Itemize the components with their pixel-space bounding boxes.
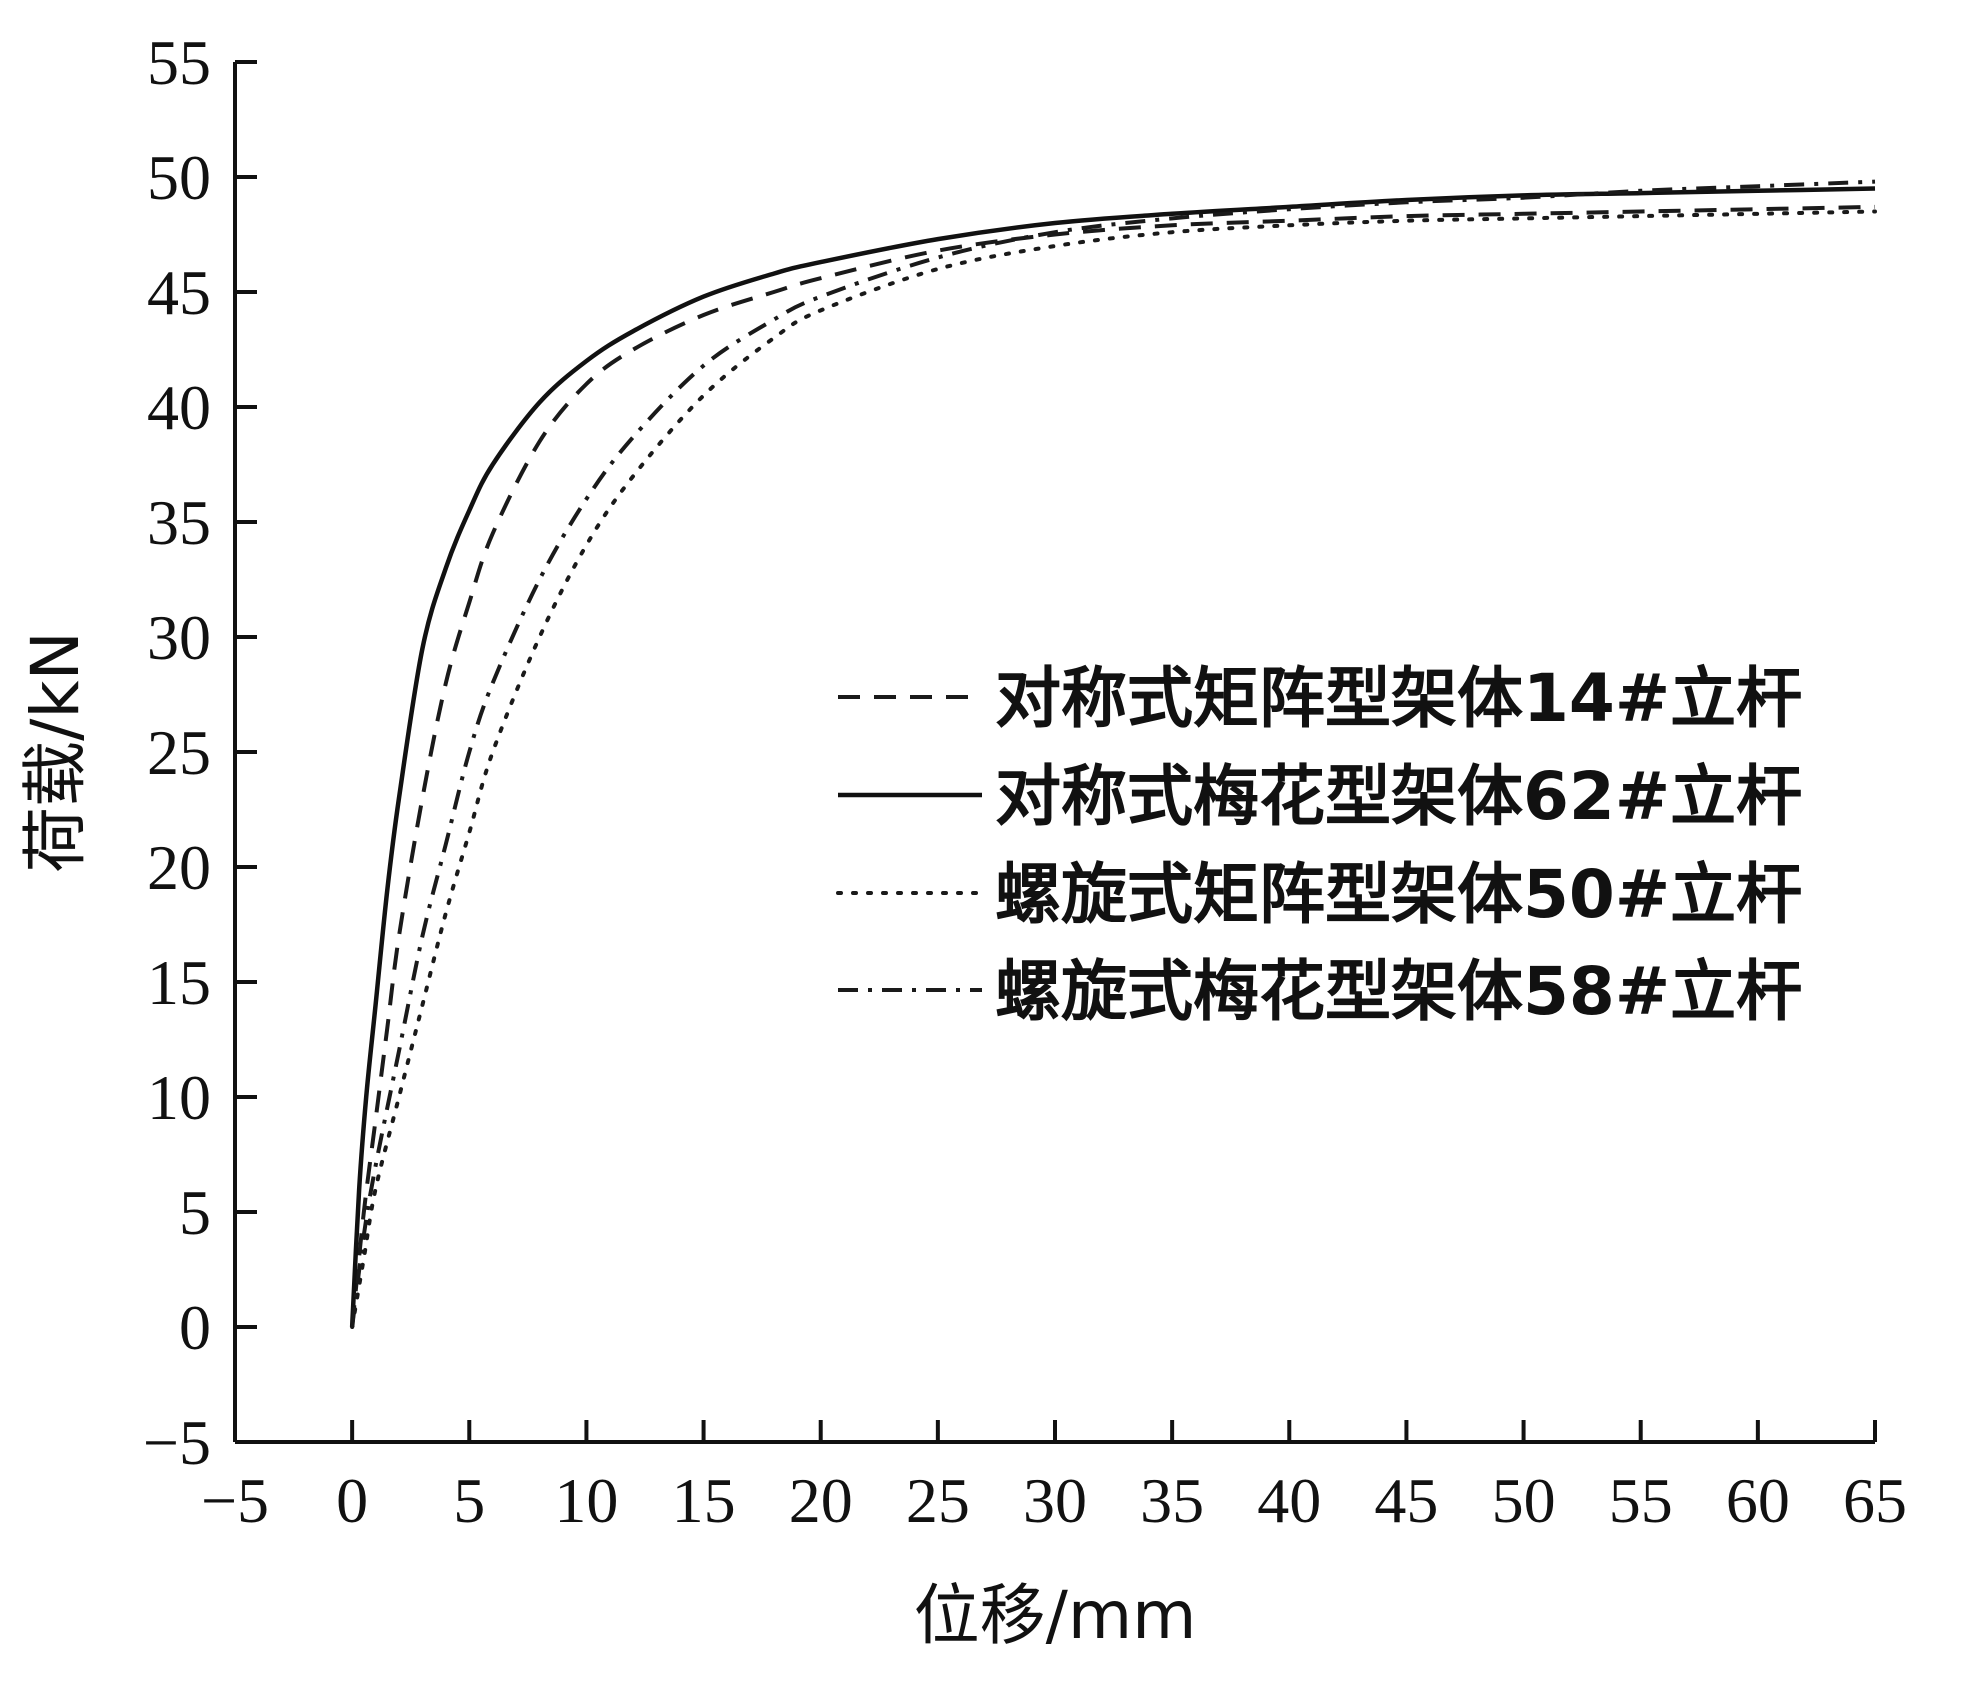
y-tick-label: 45 [147, 257, 211, 328]
legend: 对称式矩阵型架体14#立杆对称式梅花型架体62#立杆螺旋式矩阵型架体50#立杆螺… [836, 660, 1802, 1030]
y-tick-label: 10 [147, 1062, 211, 1133]
x-tick-label: 35 [1140, 1465, 1204, 1536]
x-tick-label: 5 [453, 1465, 485, 1536]
x-tick-label: 25 [906, 1465, 970, 1536]
y-tick-label: 40 [147, 372, 211, 443]
y-tick-label: 50 [147, 142, 211, 213]
x-tick-label: −5 [201, 1465, 269, 1536]
x-tick-label: 40 [1257, 1465, 1321, 1536]
y-tick-label: 30 [147, 602, 211, 673]
series-line-1 [350, 204, 1876, 1328]
legend-label-2: 对称式梅花型架体62#立杆 [995, 758, 1802, 835]
legend-label-3: 螺旋式矩阵型架体50#立杆 [995, 856, 1802, 933]
x-tick-label: 30 [1023, 1465, 1087, 1536]
y-tick-label: 0 [179, 1292, 211, 1363]
series-line-4 [350, 179, 1876, 1328]
y-axis-title: 荷载/kN [17, 631, 94, 873]
x-tick-label: 55 [1609, 1465, 1673, 1536]
x-tick-label: 65 [1843, 1465, 1907, 1536]
x-tick-label: 50 [1492, 1465, 1556, 1536]
series-line-2 [349, 186, 1876, 1328]
x-tick-label: 20 [789, 1465, 853, 1536]
y-tick-label: 5 [179, 1177, 211, 1248]
series-line-3 [350, 209, 1877, 1329]
legend-label-4: 螺旋式梅花型架体58#立杆 [995, 953, 1802, 1030]
x-tick-label: 45 [1374, 1465, 1438, 1536]
y-tick-label: 25 [147, 717, 211, 788]
series-layer [349, 179, 1877, 1329]
y-tick-label: 20 [147, 832, 211, 903]
x-axis-title: 位移/mm [914, 1577, 1197, 1654]
y-tick-label: 15 [147, 947, 211, 1018]
y-tick-label: 35 [147, 487, 211, 558]
x-tick-label: 60 [1726, 1465, 1790, 1536]
x-tick-label: 10 [554, 1465, 618, 1536]
x-axis-ticks: −5 0 5 10 15 20 25 30 35 40 45 50 55 60 65 [201, 1420, 1907, 1536]
y-tick-label: 55 [147, 27, 211, 98]
y-axis-ticks: −5 0 5 10 15 20 25 30 35 40 45 50 55 [143, 27, 257, 1478]
legend-label-1: 对称式矩阵型架体14#立杆 [995, 660, 1802, 737]
axes [233, 62, 1875, 1444]
x-tick-label: 0 [336, 1465, 368, 1536]
x-tick-label: 15 [672, 1465, 736, 1536]
y-tick-label: −5 [143, 1407, 211, 1478]
